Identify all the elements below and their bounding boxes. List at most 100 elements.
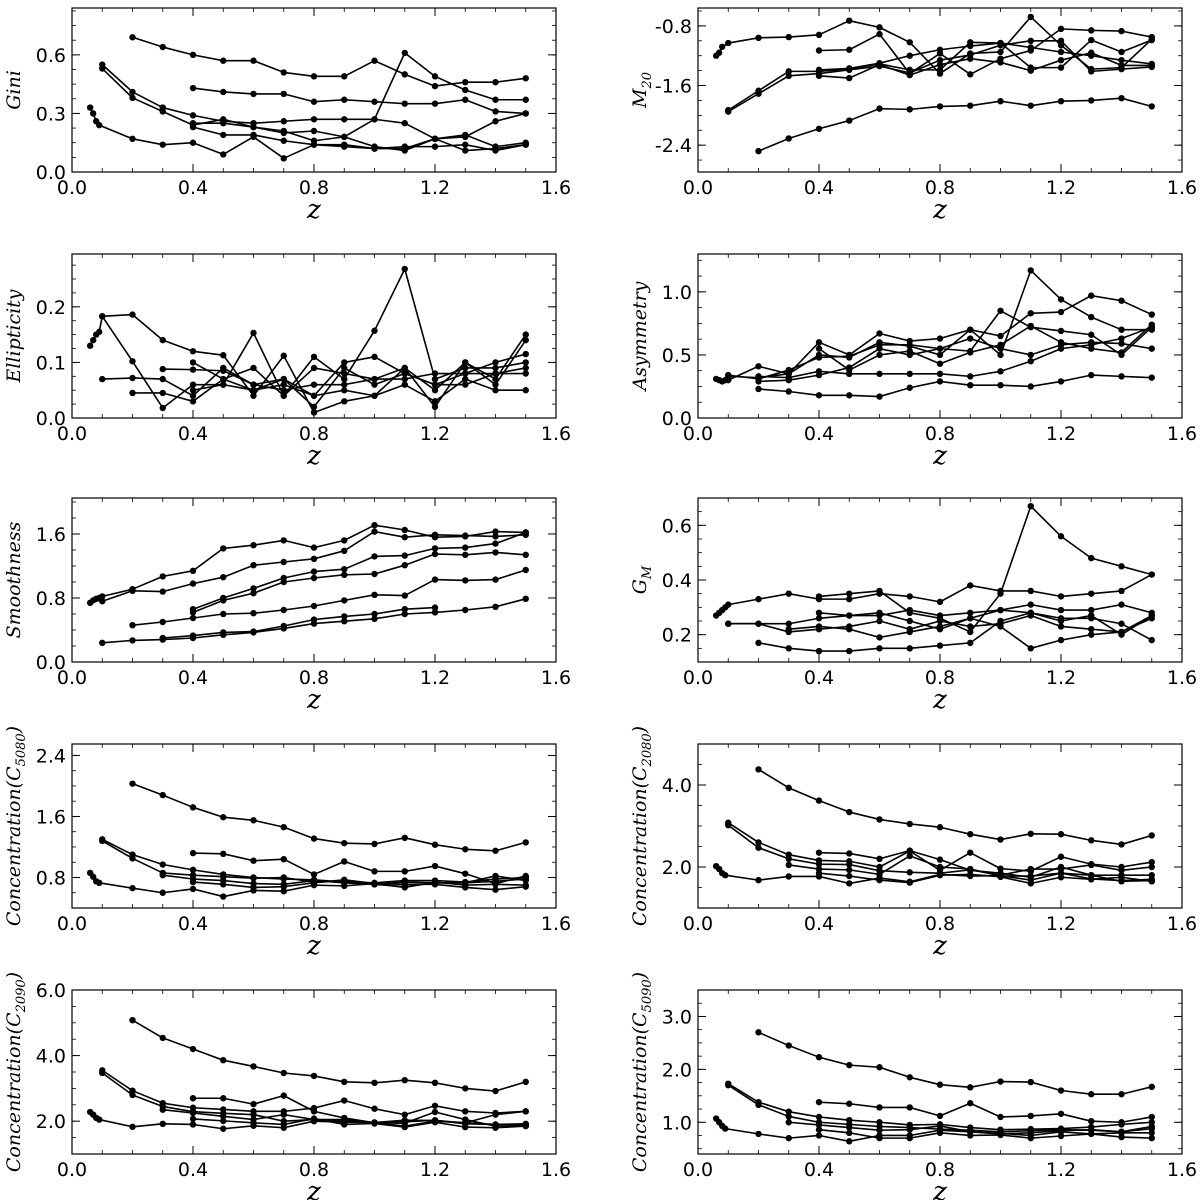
data-point xyxy=(220,631,227,638)
data-point xyxy=(492,118,499,125)
data-point xyxy=(431,1079,439,1087)
series-s4 xyxy=(189,849,529,887)
data-point xyxy=(1027,601,1034,608)
data-point xyxy=(846,1138,853,1145)
data-point xyxy=(431,841,439,848)
data-point xyxy=(371,98,378,105)
data-point xyxy=(250,542,257,549)
series-line xyxy=(818,505,1152,633)
data-point xyxy=(522,1078,529,1086)
data-point xyxy=(785,72,792,80)
data-point xyxy=(1027,1112,1034,1120)
x-tick-label: 0.8 xyxy=(299,667,329,689)
data-point xyxy=(431,1108,439,1116)
data-point xyxy=(250,610,257,617)
chart-panel-7: 0.0 0.4 0.8 1.2 1.6 0.8 1.6 2.4 z Concentration(C… xyxy=(3,726,571,961)
data-point xyxy=(725,601,732,608)
data-point xyxy=(522,364,529,372)
data-point xyxy=(1057,1087,1065,1094)
data-point xyxy=(492,364,499,372)
data-point xyxy=(936,56,944,64)
data-point xyxy=(815,1053,823,1061)
y-tick-label: 1.0 xyxy=(662,282,692,304)
data-point xyxy=(189,878,197,886)
data-point xyxy=(997,623,1004,630)
data-point xyxy=(89,336,97,344)
data-point xyxy=(159,141,166,148)
data-point xyxy=(1088,626,1095,633)
data-point xyxy=(936,1129,944,1137)
data-point xyxy=(401,71,408,78)
series-s3 xyxy=(725,292,1155,381)
series-s7 xyxy=(189,1115,529,1131)
data-point xyxy=(906,593,913,600)
data-point xyxy=(876,876,883,884)
data-point xyxy=(1118,349,1125,356)
data-point xyxy=(936,360,944,367)
y-axis-title: Smoothness xyxy=(3,521,25,638)
data-point xyxy=(997,617,1004,625)
data-point xyxy=(1027,37,1034,44)
data-point xyxy=(1027,310,1034,317)
data-point xyxy=(936,598,944,606)
data-point xyxy=(462,870,469,877)
data-point xyxy=(371,1120,378,1127)
data-point xyxy=(1088,1130,1095,1138)
data-point xyxy=(876,30,883,38)
data-point xyxy=(250,1063,257,1070)
data-point xyxy=(967,871,974,878)
data-point xyxy=(99,837,106,845)
series-line xyxy=(818,872,1152,885)
data-point xyxy=(1148,571,1155,578)
data-point xyxy=(431,531,439,538)
x-tick-label: 1.2 xyxy=(1046,913,1076,935)
y-axis-title-tail: ) xyxy=(3,972,25,980)
data-point xyxy=(310,1108,318,1115)
data-point xyxy=(1118,27,1125,35)
series-s3 xyxy=(189,529,529,613)
data-point xyxy=(310,364,318,372)
data-point xyxy=(310,381,318,388)
series-line xyxy=(193,122,526,152)
data-point xyxy=(876,330,883,337)
data-point xyxy=(997,865,1004,872)
data-point xyxy=(755,595,762,603)
data-point xyxy=(1057,378,1065,385)
data-point xyxy=(967,865,974,873)
data-point xyxy=(722,872,729,879)
data-point xyxy=(876,1064,883,1071)
data-point xyxy=(1027,67,1034,74)
data-point xyxy=(967,628,974,636)
data-point xyxy=(341,876,348,883)
data-point xyxy=(967,382,974,389)
data-point xyxy=(310,353,318,361)
chart-panel-5: 0.0 0.4 0.8 1.2 1.6 0.0 0.8 1.6 z Smoothness xyxy=(3,497,571,715)
data-point xyxy=(815,623,823,630)
data-point xyxy=(997,606,1004,614)
data-point xyxy=(906,869,913,876)
data-point xyxy=(159,791,166,799)
data-point xyxy=(220,131,227,139)
series-line xyxy=(132,367,526,408)
data-point xyxy=(310,392,318,399)
x-axis-title: z xyxy=(932,685,947,715)
data-point xyxy=(1057,623,1065,630)
data-point xyxy=(967,42,974,50)
data-point xyxy=(997,97,1004,105)
data-point xyxy=(1057,606,1065,614)
data-point xyxy=(1088,292,1095,299)
data-point xyxy=(1148,1113,1155,1121)
data-point xyxy=(906,645,913,652)
data-point xyxy=(785,861,792,869)
data-point xyxy=(401,375,408,383)
series-s7 xyxy=(189,876,529,893)
data-point xyxy=(189,614,197,622)
data-point xyxy=(755,620,762,627)
data-point xyxy=(280,1121,287,1128)
data-point xyxy=(846,808,853,816)
data-point xyxy=(1027,102,1034,109)
data-point xyxy=(936,351,944,359)
data-point xyxy=(310,620,318,627)
data-point xyxy=(1118,48,1125,56)
data-point xyxy=(785,33,792,41)
